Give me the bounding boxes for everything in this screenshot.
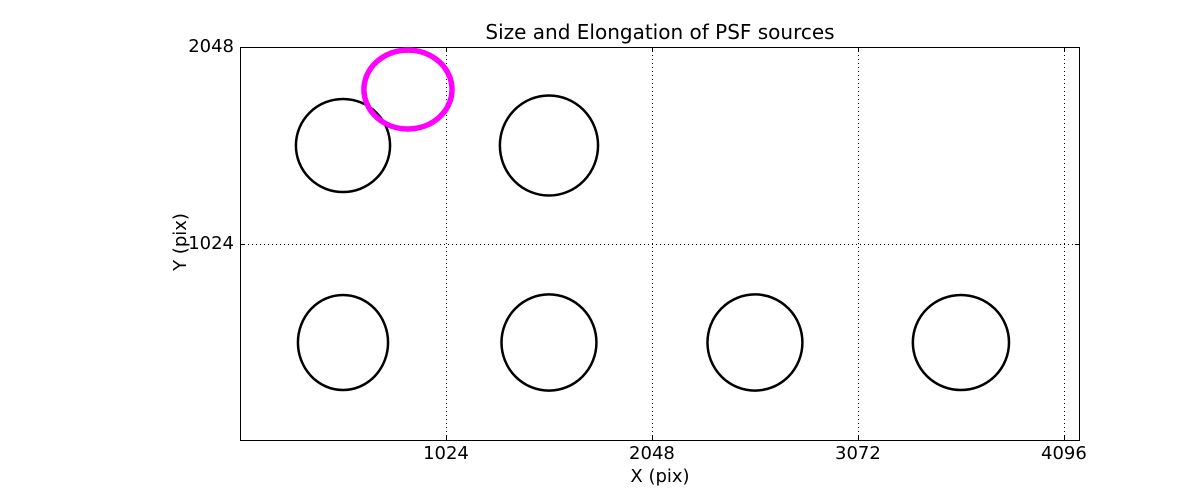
x-axis-label: X (pix) — [630, 466, 690, 487]
chart-title: Size and Elongation of PSF sources — [485, 20, 835, 44]
x-tick-label: 3072 — [835, 443, 881, 464]
x-tick-label: 1024 — [423, 443, 469, 464]
psf-source — [500, 293, 598, 392]
y-tick-label: 1024 — [188, 233, 234, 254]
y-tick-label: 2048 — [188, 36, 234, 57]
psf-source — [498, 94, 600, 197]
psf-source — [706, 293, 804, 392]
x-tick-label: 2048 — [629, 443, 675, 464]
psf-source — [911, 293, 1011, 392]
psf-source — [296, 293, 390, 392]
psf-source — [294, 97, 392, 194]
psf-source-flagged — [361, 47, 455, 132]
x-tick-label: 4096 — [1041, 443, 1087, 464]
